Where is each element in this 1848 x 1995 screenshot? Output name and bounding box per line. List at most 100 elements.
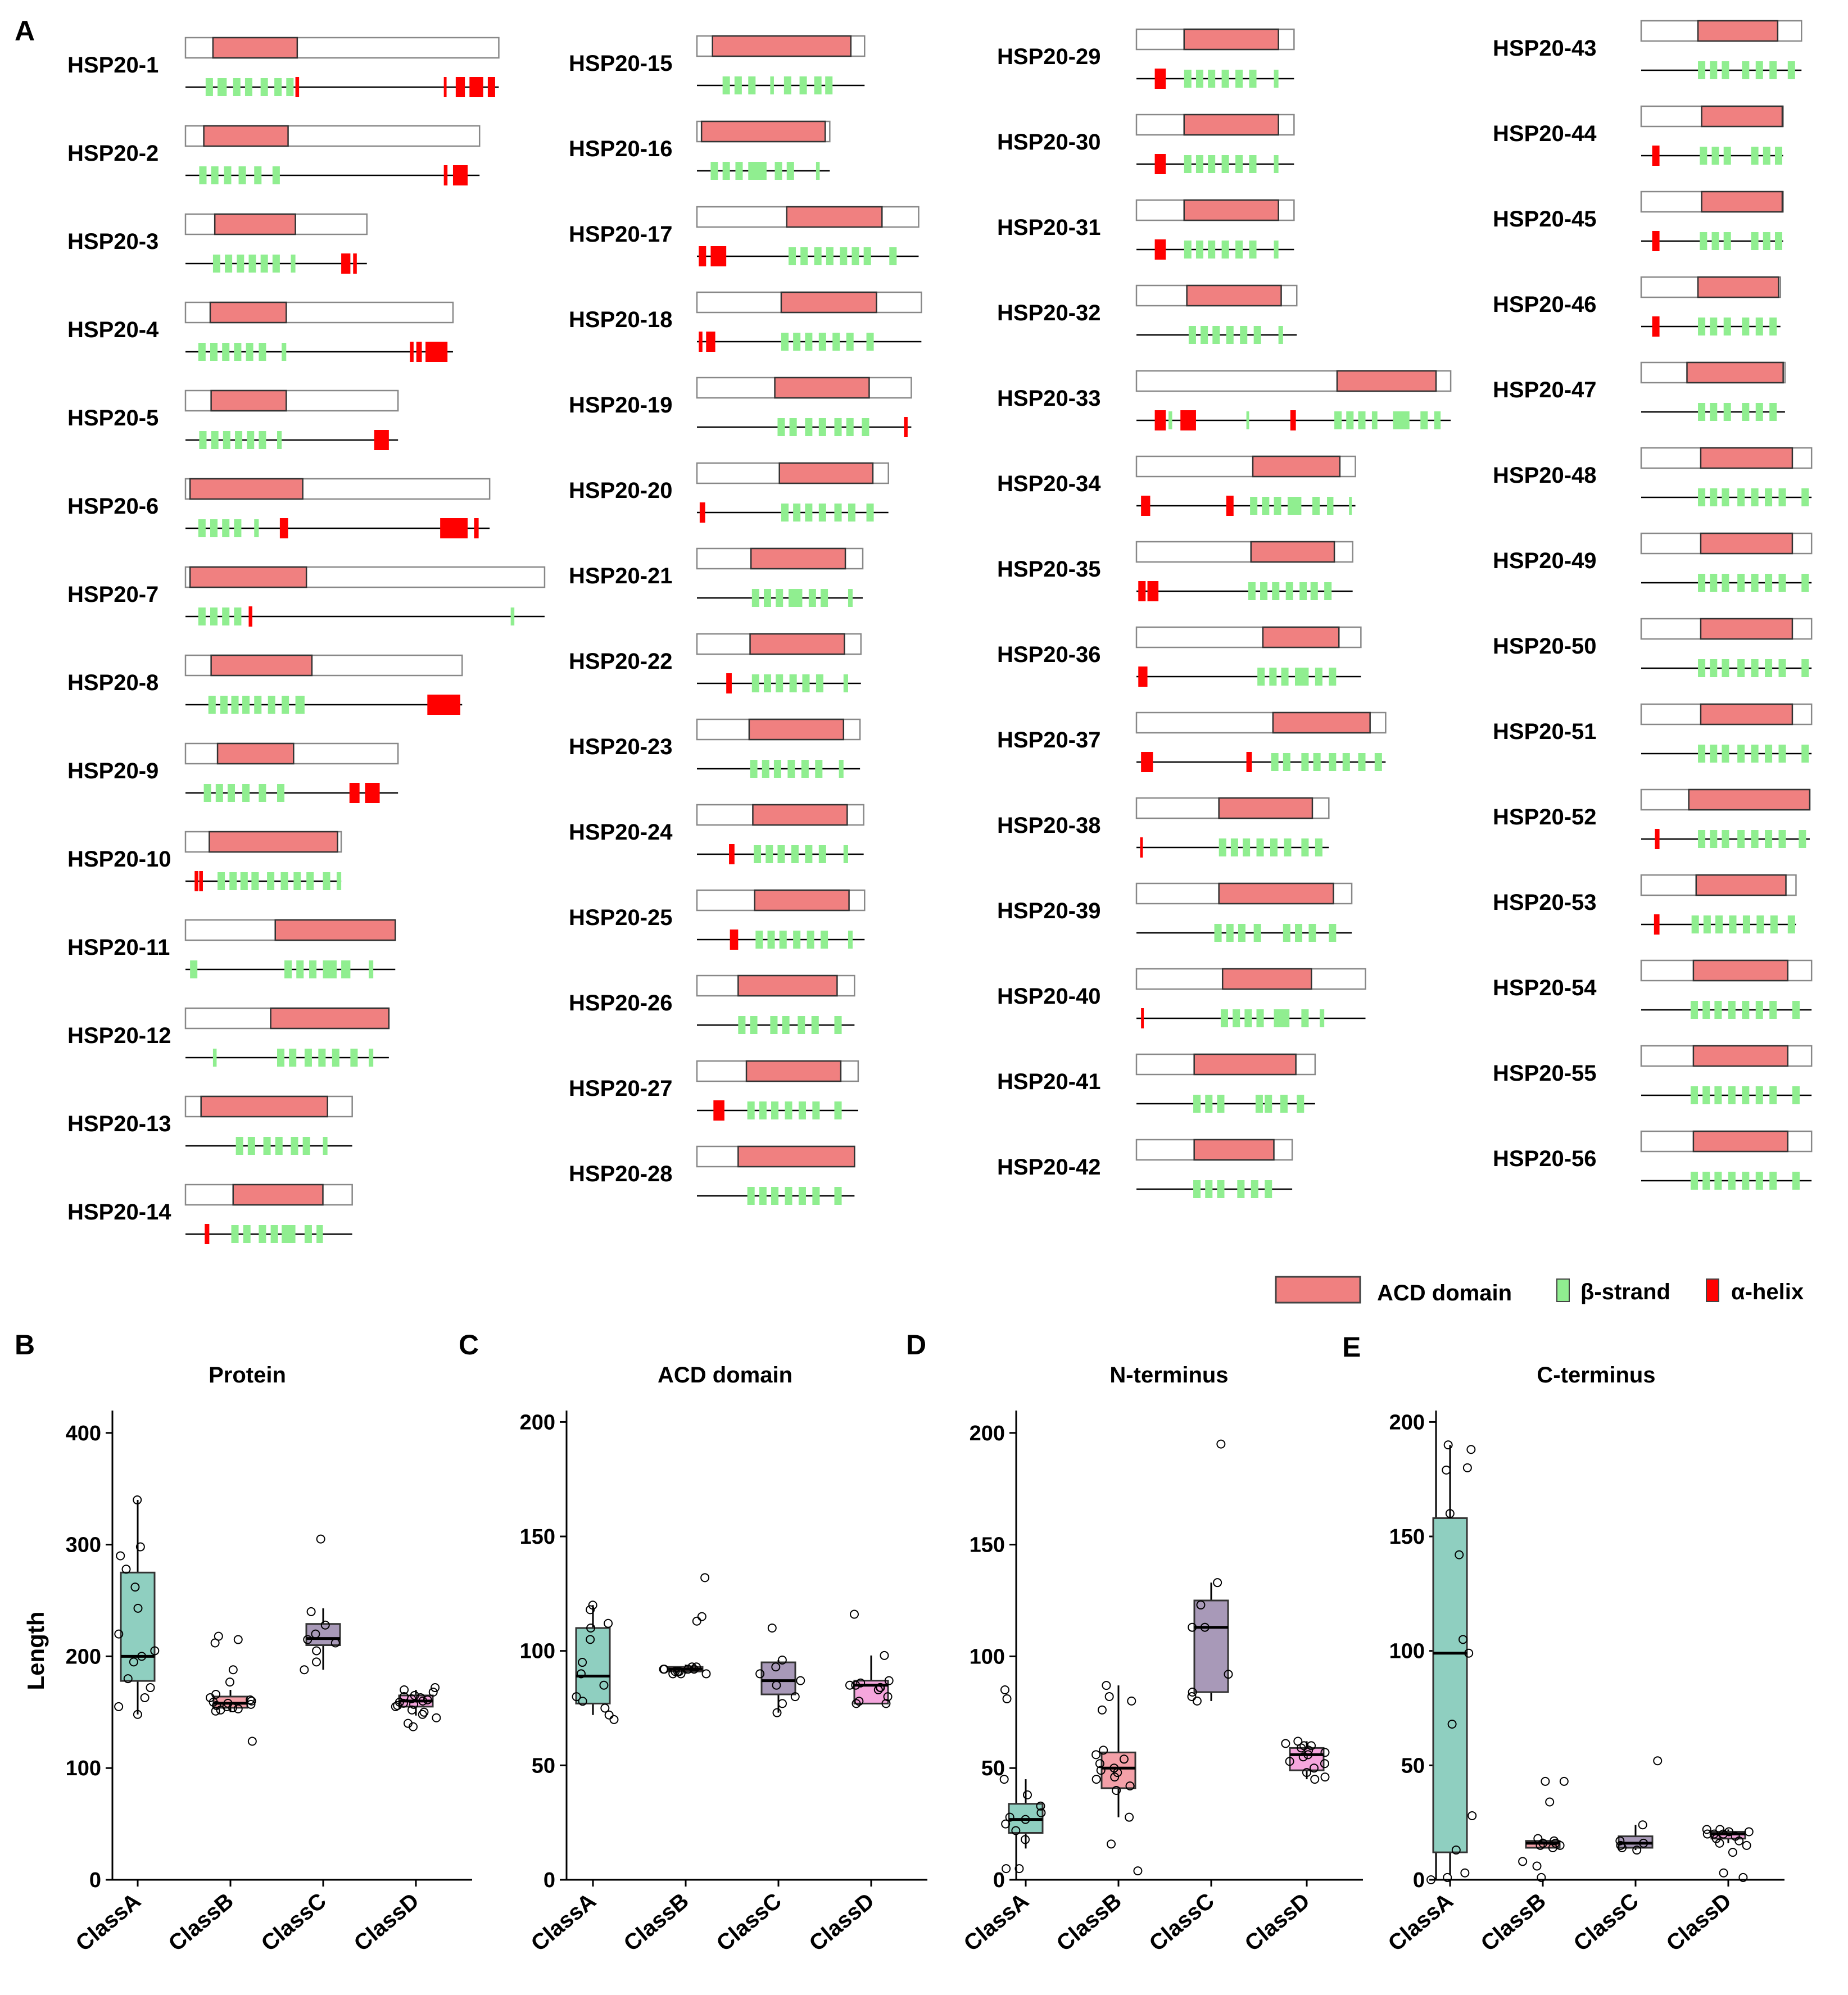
data-point [1702, 1825, 1711, 1834]
alpha-helix [194, 871, 198, 891]
data-point [659, 1665, 668, 1674]
protein-hsp20-28: HSP20-28 [569, 1145, 855, 1205]
data-point [1443, 1872, 1452, 1882]
beta-strand [834, 1187, 842, 1205]
domain-architecture-panel: HSP20-1 HSP20-2 HSP20-3 HSP20-4 HSP20-5 HSP20… [67, 20, 1813, 1244]
beta-strand [1751, 488, 1759, 506]
protein-hsp20-18: HSP20-18 [569, 291, 922, 352]
beta-strand [840, 247, 848, 265]
beta-strand [1283, 753, 1290, 771]
protein-hsp20-7: HSP20-7 [67, 566, 546, 627]
data-point [1536, 1840, 1545, 1850]
data-point [790, 1692, 800, 1702]
beta-strand [1230, 838, 1238, 856]
beta-strand [1313, 753, 1321, 771]
data-point [130, 1583, 140, 1592]
protein-label: HSP20-4 [67, 318, 159, 342]
alpha-helix [1655, 829, 1660, 849]
data-point [1187, 1692, 1197, 1701]
data-point [391, 1702, 400, 1711]
data-point [845, 1680, 854, 1690]
beta-strand [332, 1049, 339, 1067]
beta-strand [1801, 745, 1809, 763]
chart-title: Protein [209, 1363, 286, 1388]
beta-strand [1256, 1009, 1264, 1027]
beta-strand [1703, 915, 1711, 933]
data-point [233, 1635, 243, 1644]
beta-strand [302, 1137, 310, 1155]
beta-strand [773, 760, 781, 778]
acd-domain [1186, 284, 1282, 307]
data-point [854, 1697, 864, 1706]
beta-strand [1698, 318, 1706, 335]
data-point [1445, 1509, 1455, 1518]
beta-strand [304, 1225, 312, 1243]
beta-strand [1240, 326, 1248, 344]
beta-strand [789, 247, 796, 265]
beta-strand [821, 589, 828, 607]
beta-strand [1315, 668, 1322, 686]
data-point [1188, 1622, 1197, 1632]
beta-strand [1737, 745, 1745, 763]
protein-label: HSP20-1 [67, 53, 158, 78]
beta-strand [1737, 574, 1745, 592]
beta-strand [832, 333, 840, 351]
protein-hsp20-56: HSP20-56 [1493, 1130, 1813, 1190]
data-point [150, 1646, 160, 1656]
beta-strand [1702, 1001, 1710, 1019]
protein-label: HSP20-16 [569, 137, 673, 161]
y-tick-label: 100 [520, 1640, 555, 1663]
beta-strand [747, 1187, 755, 1205]
beta-strand [805, 504, 813, 522]
chart-title: C-terminus [1537, 1363, 1655, 1388]
beta-strand [1244, 1009, 1252, 1027]
beta-strand [231, 1225, 239, 1243]
protein-hsp20-43: HSP20-43 [1493, 20, 1802, 79]
acd-domain [270, 1007, 390, 1030]
beta-strand [1193, 1095, 1201, 1113]
acd-domain [203, 125, 289, 147]
y-tick-label: 100 [1389, 1640, 1425, 1663]
acd-domain [1336, 370, 1437, 392]
data-point [1125, 1781, 1135, 1790]
beta-strand [747, 1101, 755, 1119]
protein-hsp20-21: HSP20-21 [569, 547, 864, 607]
data-point [777, 1655, 787, 1665]
beta-strand [323, 872, 330, 890]
acd-domain [209, 831, 338, 853]
alpha-helix [713, 1100, 724, 1121]
beta-strand [748, 76, 756, 94]
acd-domain [274, 919, 396, 941]
data-point [1451, 1846, 1461, 1855]
protein-label: HSP20-48 [1493, 463, 1597, 488]
protein-hsp20-15: HSP20-15 [569, 35, 866, 94]
beta-strand [254, 519, 259, 537]
beta-strand [1299, 582, 1307, 600]
protein-label: HSP20-21 [569, 564, 673, 588]
protein-hsp20-49: HSP20-49 [1493, 532, 1813, 592]
protein-hsp20-51: HSP20-51 [1493, 703, 1813, 763]
beta-strand [199, 431, 207, 449]
protein-label: HSP20-18 [569, 307, 673, 332]
protein-label: HSP20-38 [997, 813, 1101, 838]
y-tick-label: 50 [1401, 1754, 1425, 1778]
data-point [247, 1696, 256, 1706]
acd-domain [1193, 1053, 1297, 1076]
alpha-helix [440, 518, 468, 538]
beta-strand [750, 1016, 758, 1034]
beta-strand [1751, 574, 1759, 592]
data-point [1455, 1550, 1464, 1559]
beta-strand [1702, 1086, 1710, 1104]
beta-strand [1778, 659, 1786, 677]
beta-strand [767, 931, 775, 949]
protein-label: HSP20-55 [1493, 1061, 1597, 1086]
beta-strand [814, 247, 822, 265]
beta-strand [776, 674, 783, 692]
data-point [1632, 1846, 1642, 1855]
alpha-helix [425, 342, 448, 362]
acd-domain [1695, 874, 1787, 896]
beta-strand [843, 674, 848, 692]
beta-strand [818, 504, 826, 522]
beta-strand [789, 589, 803, 607]
acd-domain [749, 633, 845, 655]
